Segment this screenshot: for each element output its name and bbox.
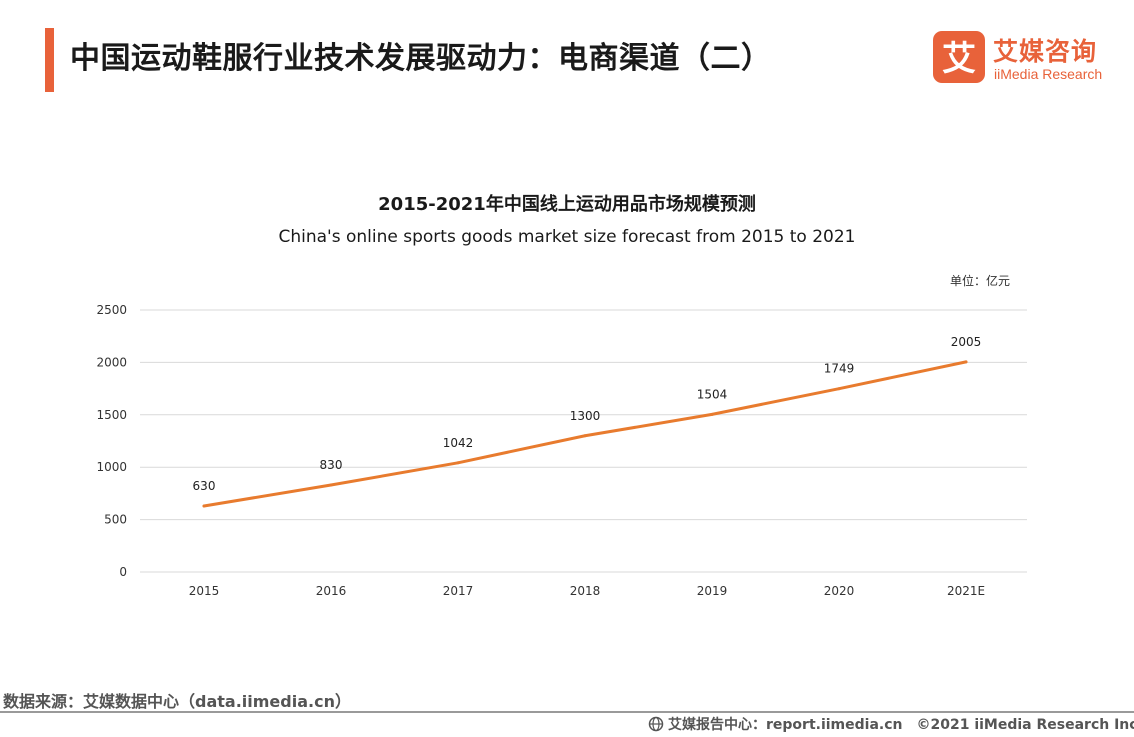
data-label: 630 xyxy=(193,479,216,493)
data-point xyxy=(456,461,460,465)
series-line xyxy=(202,360,968,508)
data-label: 2005 xyxy=(951,335,982,349)
chart-title: 2015-2021年中国线上运动用品市场规模预测 xyxy=(378,194,756,215)
data-point xyxy=(964,360,968,364)
y-tick-label: 2000 xyxy=(96,355,127,369)
unit-label: 单位：亿元 xyxy=(950,274,1011,288)
data-source: 数据来源：艾媒数据中心（data.iimedia.cn） xyxy=(3,692,351,711)
data-label: 1300 xyxy=(570,409,601,423)
x-tick-label: 2021E xyxy=(947,584,985,598)
svg-text:艾: 艾 xyxy=(942,39,976,79)
footer-divider xyxy=(0,711,1134,713)
page-title: 中国运动鞋服行业技术发展驱动力：电商渠道（二） xyxy=(70,41,772,76)
title-accent-bar xyxy=(45,28,54,92)
x-tick-label: 2019 xyxy=(697,584,728,598)
brand-logo: 艾 艾媒咨询 iiMedia Research xyxy=(933,31,1123,85)
data-point xyxy=(329,483,333,487)
x-tick-label: 2017 xyxy=(443,584,474,598)
y-tick-label: 0 xyxy=(119,565,127,579)
data-label: 1749 xyxy=(824,362,855,376)
data-label: 1504 xyxy=(697,387,728,401)
footer: 艾媒报告中心：report.iimedia.cn ©2021 iiMedia R… xyxy=(648,714,1134,736)
y-tick-label: 1000 xyxy=(96,460,127,474)
y-tick-label: 2500 xyxy=(96,303,127,317)
data-point xyxy=(837,387,841,391)
footer-text: 艾媒报告中心：report.iimedia.cn ©2021 iiMedia R… xyxy=(668,717,1134,733)
x-tick-label: 2018 xyxy=(570,584,601,598)
logo-name-en: iiMedia Research xyxy=(994,66,1103,82)
x-tick-label: 2016 xyxy=(316,584,347,598)
data-label: 1042 xyxy=(443,436,474,450)
globe-icon xyxy=(648,716,664,736)
chart-subtitle: China's online sports goods market size … xyxy=(278,227,856,247)
logo-name-cn: 艾媒咨询 xyxy=(993,37,1098,66)
logo-mark-icon: 艾 xyxy=(933,31,985,83)
y-tick-label: 500 xyxy=(104,513,127,527)
data-point xyxy=(710,412,714,416)
data-label: 830 xyxy=(320,458,343,472)
data-point xyxy=(583,434,587,438)
x-tick-label: 2015 xyxy=(189,584,220,598)
y-tick-label: 1500 xyxy=(96,408,127,422)
data-point xyxy=(202,504,206,508)
x-tick-label: 2020 xyxy=(824,584,855,598)
